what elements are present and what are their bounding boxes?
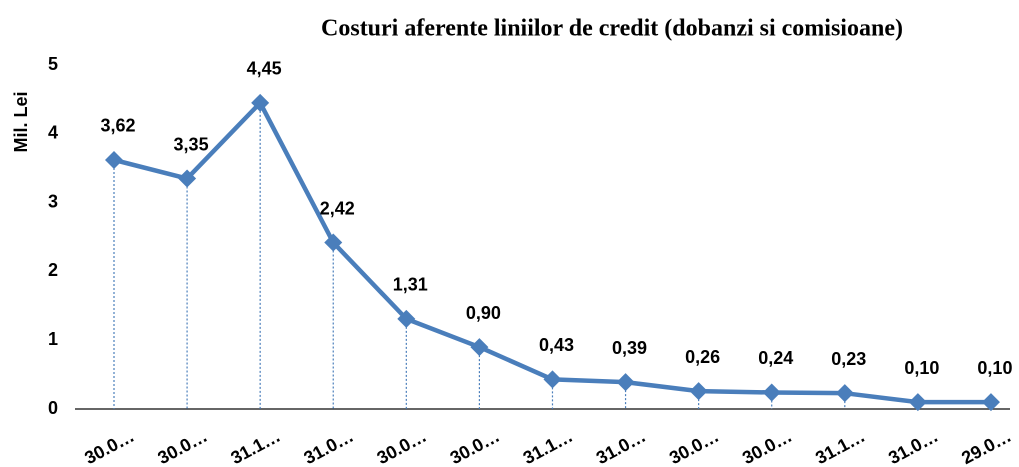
x-tick-label: 30.0… — [739, 426, 795, 467]
x-tick-label: 31.0… — [301, 426, 357, 467]
x-tick-label: 31.1… — [812, 426, 868, 467]
marker — [835, 384, 854, 403]
marker — [105, 150, 123, 169]
x-tick-label: 29.0… — [958, 426, 1014, 467]
marker — [616, 373, 635, 392]
data-label: 3,35 — [174, 134, 209, 154]
marker — [981, 393, 1000, 412]
y-tick-label: 5 — [48, 54, 58, 74]
x-tick-label: 31.0… — [593, 426, 649, 467]
y-axis-label: Mil. Lei — [11, 91, 31, 152]
x-tick-label: 31.0… — [885, 426, 941, 467]
x-tick-label: 30.0… — [154, 426, 210, 467]
x-tick-label: 30.0… — [81, 426, 137, 467]
data-label: 0,43 — [539, 335, 574, 355]
data-label: 0,26 — [685, 347, 720, 367]
data-label: 2,42 — [320, 198, 355, 218]
marker — [397, 309, 416, 328]
marker — [251, 93, 270, 112]
data-label: 1,31 — [393, 275, 428, 295]
y-tick-label: 1 — [48, 329, 58, 349]
data-label: 0,24 — [758, 348, 793, 368]
y-tick-label: 4 — [48, 123, 58, 143]
data-label: 0,39 — [612, 338, 647, 358]
data-label: 0,23 — [831, 349, 866, 369]
marker — [543, 370, 562, 389]
data-label: 0,10 — [977, 358, 1012, 378]
y-tick-label: 3 — [48, 191, 58, 211]
marker — [908, 393, 927, 412]
x-tick-label: 30.0… — [374, 426, 430, 467]
y-tick-label: 0 — [48, 398, 58, 418]
x-tick-label: 31.1… — [227, 426, 283, 467]
x-tick-label: 31.1… — [520, 426, 576, 467]
data-label: 3,62 — [100, 116, 135, 136]
marker — [324, 233, 343, 252]
chart-title: Costuri aferente liniilor de credit (dob… — [321, 16, 903, 42]
data-label: 0,10 — [904, 358, 939, 378]
y-tick-label: 2 — [48, 260, 58, 280]
marker — [762, 383, 781, 402]
marker — [689, 382, 708, 401]
x-tick-label: 30.0… — [447, 426, 503, 467]
data-label: 4,45 — [247, 59, 282, 79]
data-label: 0,90 — [466, 303, 501, 323]
marker — [470, 338, 489, 357]
x-tick-label: 30.0… — [666, 426, 722, 467]
marker — [178, 169, 197, 188]
